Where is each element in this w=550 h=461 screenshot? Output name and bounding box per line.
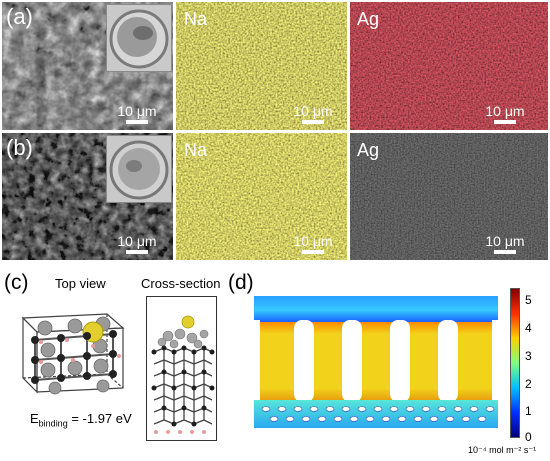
scale-label: 10 μm bbox=[485, 103, 525, 119]
scale-bar-na-a: 10 μm bbox=[279, 104, 347, 124]
scale-bar bbox=[302, 120, 324, 124]
scale-bar-sem-a: 10 μm bbox=[103, 104, 171, 124]
scale-label: 10 μm bbox=[117, 103, 157, 119]
scale-bar-ag-a: 10 μm bbox=[471, 104, 539, 124]
binding-energy-symbol: E bbox=[30, 411, 39, 426]
ag-map-b bbox=[350, 133, 548, 260]
na-texture-a bbox=[176, 2, 347, 130]
top-view-model bbox=[21, 313, 125, 395]
element-label-ag-b: Ag bbox=[357, 140, 380, 160]
binding-energy-value: = -1.97 eV bbox=[67, 411, 132, 426]
colorbar-tick: 0 bbox=[525, 430, 532, 444]
scale-bar bbox=[494, 120, 516, 124]
flux-simulation-map bbox=[254, 296, 498, 428]
colorbar-tick: 1 bbox=[525, 404, 532, 418]
cross-section-model bbox=[146, 296, 217, 441]
colorbar-tick: 5 bbox=[525, 293, 532, 307]
colorbar-tick: 4 bbox=[525, 321, 532, 335]
colorbar-tick: 2 bbox=[525, 377, 532, 391]
scale-bar bbox=[494, 250, 516, 254]
coin-inset-a bbox=[106, 4, 172, 72]
ag-texture-b bbox=[350, 133, 548, 260]
colorbar-tick: 3 bbox=[525, 349, 532, 363]
colorbar-unit-label: 10⁻⁴ mol m⁻² s⁻¹ bbox=[468, 445, 537, 455]
coin-inset-b bbox=[106, 135, 172, 203]
ag-map-a bbox=[350, 2, 548, 130]
scale-bar bbox=[126, 120, 148, 124]
scale-label: 10 μm bbox=[117, 233, 157, 249]
element-label-na-b: Na bbox=[184, 140, 208, 160]
panel-label-a: (a) bbox=[6, 4, 33, 29]
scale-label: 10 μm bbox=[293, 103, 333, 119]
panel-label-c: (c) bbox=[4, 271, 29, 294]
ag-texture-a bbox=[350, 2, 548, 130]
binding-energy-label: Ebinding = -1.97 eV bbox=[30, 412, 132, 429]
na-map-a bbox=[176, 2, 347, 130]
scale-bar-na-b: 10 μm bbox=[279, 234, 347, 254]
panel-label-d: (d) bbox=[228, 271, 254, 294]
scale-bar bbox=[126, 250, 148, 254]
na-texture-b bbox=[176, 133, 347, 260]
cross-section-title: Cross-section bbox=[141, 276, 221, 291]
na-map-b bbox=[176, 133, 347, 260]
element-label-ag-a: Ag bbox=[357, 9, 380, 29]
binding-energy-subscript: binding bbox=[38, 418, 68, 429]
top-view-title: Top view bbox=[55, 276, 106, 291]
scale-bar bbox=[302, 250, 324, 254]
element-label-na-a: Na bbox=[184, 9, 208, 29]
scale-label: 10 μm bbox=[293, 233, 333, 249]
scale-bar-ag-b: 10 μm bbox=[471, 234, 539, 254]
panel-label-b: (b) bbox=[6, 135, 33, 160]
scale-label: 10 μm bbox=[485, 233, 525, 249]
scale-bar-sem-b: 10 μm bbox=[103, 234, 171, 254]
colorbar bbox=[510, 288, 520, 438]
